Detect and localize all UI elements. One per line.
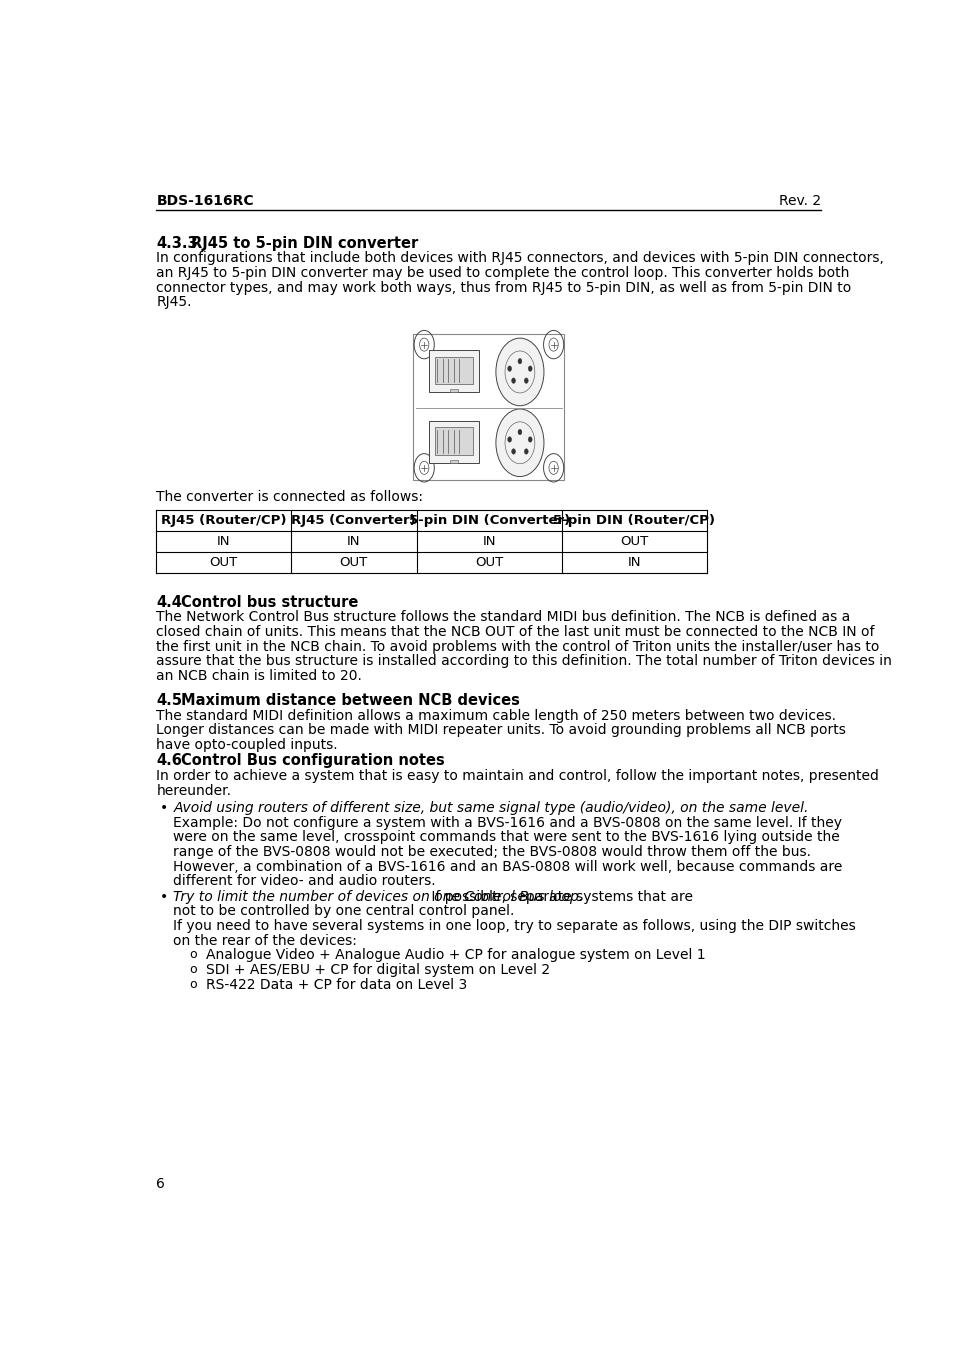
Circle shape: [517, 430, 521, 435]
Circle shape: [524, 449, 528, 454]
Text: were on the same level, crosspoint commands that were sent to the BVS-1616 lying: were on the same level, crosspoint comma…: [173, 831, 840, 844]
Circle shape: [528, 436, 532, 442]
Text: hereunder.: hereunder.: [156, 784, 232, 797]
Text: Control Bus configuration notes: Control Bus configuration notes: [181, 754, 444, 769]
Bar: [435, 427, 473, 455]
Text: IN: IN: [482, 535, 496, 549]
Circle shape: [528, 366, 532, 372]
Text: 6: 6: [156, 1177, 165, 1192]
Text: OUT: OUT: [339, 557, 368, 569]
Text: The Network Control Bus structure follows the standard MIDI bus definition. The : The Network Control Bus structure follow…: [156, 611, 850, 624]
Bar: [413, 334, 564, 480]
Circle shape: [496, 409, 543, 477]
Text: an RJ45 to 5-pin DIN converter may be used to complete the control loop. This co: an RJ45 to 5-pin DIN converter may be us…: [156, 266, 849, 280]
Text: Maximum distance between NCB devices: Maximum distance between NCB devices: [181, 693, 519, 708]
Text: IN: IN: [347, 535, 360, 549]
Text: 4.6: 4.6: [156, 754, 182, 769]
Text: the first unit in the NCB chain. To avoid problems with the control of Triton un: the first unit in the NCB chain. To avoi…: [156, 639, 879, 654]
Text: In order to achieve a system that is easy to maintain and control, follow the im: In order to achieve a system that is eas…: [156, 769, 879, 782]
Text: BDS-1616RC: BDS-1616RC: [156, 195, 253, 208]
Text: IN: IN: [627, 557, 640, 569]
Circle shape: [517, 358, 521, 363]
Text: Rev. 2: Rev. 2: [779, 195, 821, 208]
Text: In configurations that include both devices with RJ45 connectors, and devices wi: In configurations that include both devi…: [156, 251, 883, 265]
Text: o: o: [189, 978, 196, 990]
Text: Analogue Video + Analogue Audio + CP for analogue system on Level 1: Analogue Video + Analogue Audio + CP for…: [206, 948, 705, 962]
Text: OUT: OUT: [209, 557, 237, 569]
Text: •: •: [159, 890, 168, 904]
Text: an NCB chain is limited to 20.: an NCB chain is limited to 20.: [156, 669, 362, 682]
Text: 5-pin DIN (Converter): 5-pin DIN (Converter): [408, 515, 569, 527]
Text: o: o: [189, 963, 196, 975]
Text: If possible, separate systems that are: If possible, separate systems that are: [427, 890, 692, 904]
Text: assure that the bus structure is installed according to this definition. The tot: assure that the bus structure is install…: [156, 654, 891, 669]
Circle shape: [496, 338, 543, 405]
Text: range of the BVS-0808 would not be executed; the BVS-0808 would throw them off t: range of the BVS-0808 would not be execu…: [173, 846, 811, 859]
Text: Try to limit the number of devices on one Control Bus loop.: Try to limit the number of devices on on…: [173, 890, 583, 904]
Text: RJ45.: RJ45.: [156, 296, 192, 309]
Text: OUT: OUT: [619, 535, 648, 549]
Text: have opto-coupled inputs.: have opto-coupled inputs.: [156, 738, 337, 753]
Text: on the rear of the devices:: on the rear of the devices:: [173, 934, 357, 947]
Circle shape: [511, 378, 515, 384]
Text: Longer distances can be made with MIDI repeater units. To avoid grounding proble: Longer distances can be made with MIDI r…: [156, 723, 845, 738]
Text: If you need to have several systems in one loop, try to separate as follows, usi: If you need to have several systems in o…: [173, 919, 856, 934]
Text: RJ45 to 5-pin DIN converter: RJ45 to 5-pin DIN converter: [191, 236, 417, 251]
Text: not to be controlled by one central control panel.: not to be controlled by one central cont…: [173, 904, 515, 919]
Circle shape: [507, 436, 511, 442]
Bar: [429, 350, 478, 392]
Bar: [435, 357, 473, 384]
Circle shape: [511, 449, 515, 454]
Text: IN: IN: [216, 535, 230, 549]
Text: different for video- and audio routers.: different for video- and audio routers.: [173, 874, 436, 889]
Text: The standard MIDI definition allows a maximum cable length of 250 meters between: The standard MIDI definition allows a ma…: [156, 709, 836, 723]
Circle shape: [524, 378, 528, 384]
Text: 4.4: 4.4: [156, 594, 182, 609]
Text: OUT: OUT: [475, 557, 503, 569]
Text: •: •: [159, 801, 168, 815]
Text: connector types, and may work both ways, thus from RJ45 to 5-pin DIN, as well as: connector types, and may work both ways,…: [156, 281, 851, 295]
Text: SDI + AES/EBU + CP for digital system on Level 2: SDI + AES/EBU + CP for digital system on…: [206, 963, 550, 977]
Circle shape: [507, 366, 511, 372]
Bar: [449, 389, 457, 392]
Text: RS-422 Data + CP for data on Level 3: RS-422 Data + CP for data on Level 3: [206, 978, 467, 992]
Bar: [449, 459, 457, 463]
Bar: [429, 422, 478, 463]
Text: However, a combination of a BVS-1616 and an BAS-0808 will work well, because com: However, a combination of a BVS-1616 and…: [173, 859, 842, 874]
Text: Avoid using routers of different size, but same signal type (audio/video), on th: Avoid using routers of different size, b…: [173, 801, 808, 815]
Text: 4.5: 4.5: [156, 693, 182, 708]
Text: o: o: [189, 948, 196, 962]
Text: RJ45 (Converter): RJ45 (Converter): [291, 515, 416, 527]
Text: RJ45 (Router/CP): RJ45 (Router/CP): [160, 515, 286, 527]
Text: Control bus structure: Control bus structure: [181, 594, 358, 609]
Text: 4.3.3: 4.3.3: [156, 236, 198, 251]
Text: closed chain of units. This means that the NCB OUT of the last unit must be conn: closed chain of units. This means that t…: [156, 626, 874, 639]
Text: 5-pin DIN (Router/CP): 5-pin DIN (Router/CP): [553, 515, 715, 527]
Text: Example: Do not configure a system with a BVS-1616 and a BVS-0808 on the same le: Example: Do not configure a system with …: [173, 816, 841, 830]
Text: The converter is connected as follows:: The converter is connected as follows:: [156, 490, 423, 504]
